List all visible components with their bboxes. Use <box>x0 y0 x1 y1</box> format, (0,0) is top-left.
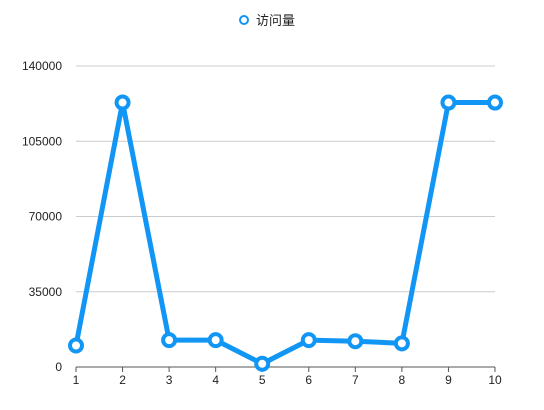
y-tick-label-140000: 140000 <box>22 59 62 73</box>
data-point-10[interactable] <box>487 94 503 111</box>
x-tick-label-1: 1 <box>73 373 80 387</box>
y-tick-label-70000: 70000 <box>29 210 63 224</box>
x-tick-label-9: 9 <box>445 373 452 387</box>
x-tick-label-4: 4 <box>212 373 219 387</box>
data-point-5[interactable] <box>254 355 271 372</box>
legend-marker-icon <box>239 15 249 25</box>
x-tick-label-2: 2 <box>119 373 126 387</box>
series-layer <box>68 94 503 372</box>
x-tick-label-7: 7 <box>352 373 359 387</box>
data-point-4[interactable] <box>207 332 224 349</box>
data-point-7[interactable] <box>347 333 364 350</box>
x-tick-label-5: 5 <box>259 373 266 387</box>
data-point-3[interactable] <box>161 332 178 349</box>
x-axis: 1 2 3 4 5 6 7 8 9 10 <box>73 366 502 387</box>
y-axis: 0 35000 70000 105000 140000 <box>22 59 62 374</box>
y-tick-label-0: 0 <box>55 360 62 374</box>
data-point-2[interactable] <box>114 94 131 111</box>
legend[interactable]: 访问量 <box>239 14 295 29</box>
data-point-8[interactable] <box>393 335 410 352</box>
y-tick-label-105000: 105000 <box>22 134 62 148</box>
y-tick-label-35000: 35000 <box>29 285 63 299</box>
x-tick-label-10: 10 <box>488 373 502 387</box>
legend-label: 访问量 <box>256 14 295 29</box>
x-tick-label-8: 8 <box>399 373 406 387</box>
data-point-1[interactable] <box>68 337 84 354</box>
x-tick-label-6: 6 <box>305 373 312 387</box>
x-tick-label-3: 3 <box>166 373 173 387</box>
data-point-9[interactable] <box>440 94 457 111</box>
data-point-6[interactable] <box>300 332 317 349</box>
series-line-0 <box>73 100 498 367</box>
